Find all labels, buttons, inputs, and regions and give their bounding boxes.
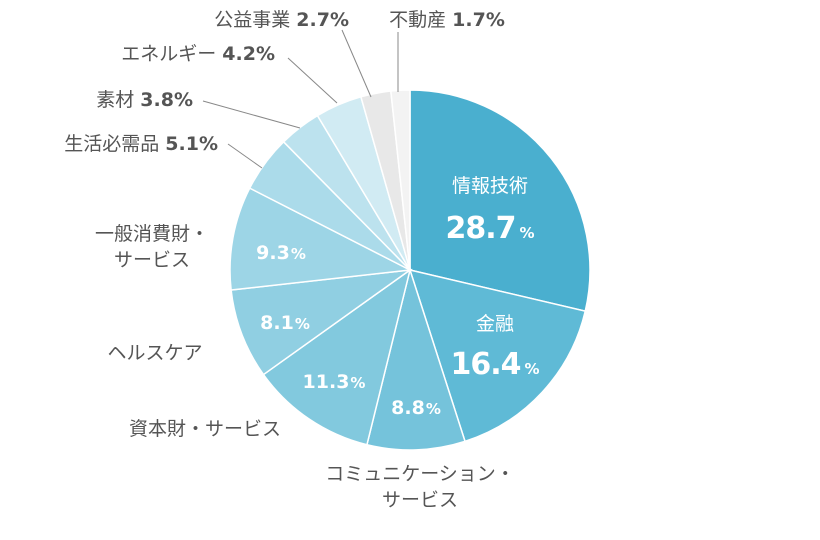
slice-9-leader-line: [341, 29, 372, 98]
slice-5-wedge: [229, 187, 413, 291]
slice-4-name-label: ヘルスケア: [107, 342, 202, 364]
slice-7-label: 素材 3.8%: [96, 89, 193, 111]
slice-1-value-label: 16.4%: [450, 347, 539, 382]
slice-0-name-label: 情報技術: [452, 175, 528, 197]
slice-6-leader-line: [227, 143, 263, 169]
slice-8-label: エネルギー 4.2%: [121, 43, 275, 65]
slice-3-name-label: 資本財・サービス: [129, 418, 281, 440]
slice-9-label: 公益事業 2.7%: [214, 9, 349, 31]
slice-0-wedge: [409, 89, 591, 313]
slice-5-name-label: 一般消費財・サービス: [95, 223, 209, 271]
slice-10-label: 不動産 1.7%: [389, 9, 505, 31]
slice-6-label: 生活必需品 5.1%: [64, 133, 218, 155]
slice-0-value-label: 28.7%: [445, 211, 534, 246]
slice-3-wedge: [262, 268, 412, 446]
slice-5-value-label: 9.3%: [256, 242, 306, 264]
slice-1-name-label: 金融: [476, 313, 514, 335]
leader-lines: [202, 29, 399, 169]
slice-10-wedge: [390, 89, 411, 271]
slice-1-wedge: [408, 268, 587, 443]
slice-2-wedge: [366, 267, 466, 451]
slice-labels: 情報技術 28.7 % 金融 16.4 % 8.8% コミュニケーション・サービス 11.3% 資…: [64, 9, 539, 511]
pie-slices: [229, 89, 591, 451]
slice-8-leader-line: [287, 57, 338, 104]
slice-4-wedge: [230, 268, 413, 376]
slice-2-value-label: 8.8%: [391, 397, 441, 419]
slice-3-value-label: 11.3%: [303, 371, 366, 393]
slice-7-leader-line: [202, 100, 301, 129]
slice-2-name-label: コミュニケーション・サービス: [325, 463, 515, 511]
slice-4-value-label: 8.1%: [260, 312, 310, 334]
